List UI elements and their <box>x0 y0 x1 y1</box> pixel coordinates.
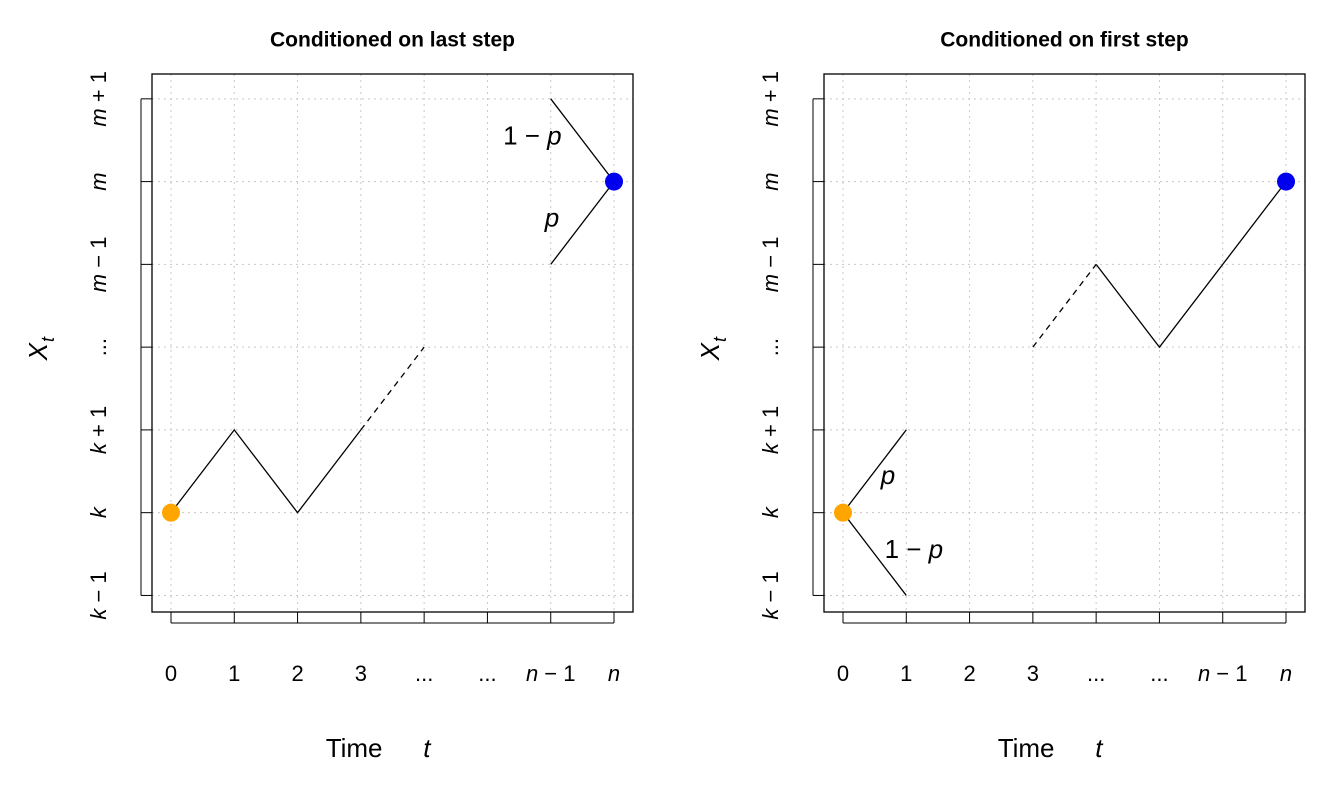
chart-title: Conditioned on first step <box>940 29 1188 52</box>
x-axis-label: Time <box>998 733 1055 763</box>
y-tick-label: k − 1 <box>86 571 111 619</box>
point <box>1277 172 1296 191</box>
panel: Conditioned on first step 0 1 2 3...... n − 1… <box>695 29 1306 763</box>
y-tick-label: k + 1 <box>86 406 111 454</box>
y-axis-label-subscript: t <box>710 336 730 342</box>
y-tick-label: m <box>86 172 111 190</box>
chart-title: Conditioned on last step <box>270 29 515 52</box>
y-axis-label-symbol: X <box>23 341 53 361</box>
y-tick-label: m − 1 <box>86 237 111 293</box>
y-axis-label: Xt <box>695 336 730 361</box>
panel: Conditioned on last step 0 1 2 3...... n − 1 n… <box>23 29 634 763</box>
x-tick-label: n <box>1280 661 1292 686</box>
annotation: p <box>880 460 895 490</box>
y-tick-label: k + 1 <box>758 406 783 454</box>
y-tick-label: m <box>758 172 783 190</box>
line-segment <box>1095 181 1287 349</box>
point <box>605 172 624 191</box>
x-tick-label: n − 1 <box>526 661 576 686</box>
x-tick-label: 1 <box>228 661 240 686</box>
x-tick-label: 3 <box>355 661 367 686</box>
y-axis-label-subscript: t <box>38 336 58 342</box>
y-axis-label-symbol: X <box>695 341 725 361</box>
x-tick-label: 2 <box>963 661 975 686</box>
plot-box <box>823 73 1306 613</box>
y-tick-label: ... <box>758 338 783 356</box>
point <box>833 503 852 522</box>
y-tick-label: m − 1 <box>758 237 783 293</box>
x-tick-label: 3 <box>1027 661 1039 686</box>
y-tick-label: m + 1 <box>758 71 783 127</box>
annotation: 1 − p <box>885 534 944 564</box>
x-tick-label: 0 <box>165 661 177 686</box>
y-axis-label: Xt <box>23 336 58 361</box>
x-tick-label: ... <box>478 661 496 686</box>
x-tick-label: n <box>608 661 620 686</box>
y-tick-label: k <box>86 506 111 518</box>
y-tick-label: k <box>758 506 783 518</box>
point <box>161 503 180 522</box>
x-tick-label: 0 <box>837 661 849 686</box>
x-tick-label: ... <box>1087 661 1105 686</box>
plot-box <box>151 73 634 613</box>
annotation: p <box>544 203 559 233</box>
line-segment <box>170 428 362 514</box>
x-tick-label: n − 1 <box>1198 661 1248 686</box>
x-axis-label-variable: t <box>1095 733 1104 763</box>
x-axis-label: Time <box>326 733 383 763</box>
x-tick-label: ... <box>415 661 433 686</box>
x-tick-label: ... <box>1150 661 1168 686</box>
y-tick-label: k − 1 <box>758 571 783 619</box>
line-segment <box>360 346 425 431</box>
x-tick-label: 2 <box>291 661 303 686</box>
y-tick-label: m + 1 <box>86 71 111 127</box>
y-tick-label: ... <box>86 338 111 356</box>
annotation: 1 − p <box>503 121 562 151</box>
line-segment <box>1032 263 1097 348</box>
x-tick-label: 1 <box>900 661 912 686</box>
x-axis-label-variable: t <box>423 733 432 763</box>
